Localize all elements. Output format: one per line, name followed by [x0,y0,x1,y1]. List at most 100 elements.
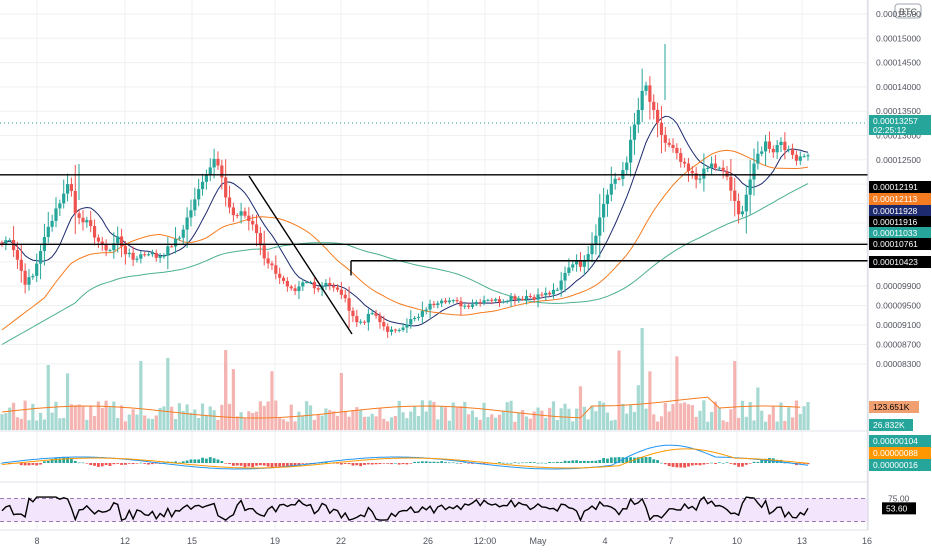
volume-bar [200,403,205,430]
volume-bar [536,407,540,430]
macd-histogram-bar [694,463,698,466]
volume-bar [0,414,4,430]
macd-histogram-bar [282,463,285,467]
macd-histogram-bar [687,463,690,467]
candle-body [100,241,104,245]
volume-bar [42,419,47,430]
volume-bar [594,411,598,430]
candle-body [798,156,802,161]
price-tag-label: 0.00012191 [873,182,918,192]
volume-bar [197,417,201,430]
candle-body [247,215,251,221]
candle-body [532,296,536,300]
price-axis-label: 0.00009900 [876,281,921,291]
candle-body [281,277,286,281]
candle-body [332,285,336,288]
macd-histogram-bar [509,462,513,464]
volume-bar [794,400,799,430]
macd-histogram-bar [698,463,702,466]
volume-bar [571,421,575,430]
volume-bar [320,415,324,430]
macd-histogram-bar [386,463,390,464]
volume-bar [328,410,332,430]
candle-body [227,197,232,208]
macd-histogram-bar [228,463,231,465]
price-tag-label: 0.00010423 [873,257,918,267]
volume-bar [31,403,35,430]
candle-body [478,302,482,304]
macd-histogram-bar [571,460,575,463]
macd-histogram-bar [243,463,247,468]
volume-bar [386,421,390,430]
candle-body [351,310,355,317]
time-axis-label: 10 [732,536,742,546]
macd-histogram-bar [752,461,756,463]
macd-histogram-bar [602,457,606,463]
candle-body [578,260,583,267]
macd-histogram-bar [501,462,505,464]
candle-body [305,282,309,284]
trendline[interactable] [248,175,353,335]
volume-bar [559,408,563,430]
macd-histogram-bar [143,463,147,464]
volume-bar [802,406,806,430]
candle-body [208,167,212,176]
macd-histogram-bar [594,460,598,463]
candle-body [783,141,787,150]
volume-bar [740,400,745,430]
candle-body [278,273,282,278]
volume-bar [698,410,702,430]
candle-body [270,263,274,266]
candle-body [709,163,714,168]
macd-histogram-bar [714,463,717,465]
candle-body [447,300,451,303]
macd-histogram-bar [629,457,633,463]
volume-bar [247,411,251,430]
macd-histogram-bar [19,463,23,466]
candle-body [617,178,621,180]
candle-body [154,252,158,258]
volume-bar [551,401,556,430]
macd-histogram-bar [370,463,374,465]
volume-bar [347,416,351,430]
volume-bar [274,400,278,430]
volume-bar [463,401,467,430]
macd-histogram-bar [305,463,309,464]
macd-histogram-bar [721,462,725,464]
candle-body [254,224,259,234]
macd-histogram-bar [417,461,420,463]
volume-bar [605,412,610,430]
candle-body [85,220,89,223]
volume-bar [293,421,297,430]
volume-bar [440,406,444,430]
macd-histogram-bar [247,463,251,467]
macd-histogram-bar [579,460,582,463]
macd-histogram-bar [532,462,536,463]
macd-signal-line [1,448,809,469]
macd-histogram-bar [131,463,135,465]
volume-bar [401,412,405,430]
macd-histogram-bar [575,460,579,463]
macd-histogram-bar [147,463,150,465]
horizontal-levels[interactable] [0,174,868,276]
candle-body [405,324,409,328]
candle-body [108,250,112,252]
volume-bar [763,421,768,430]
time-axis-label: 26 [423,536,433,546]
macd-histogram-bar [46,460,50,463]
volume-bar [189,412,193,430]
volume-bar [486,417,490,430]
macd-tag [869,447,931,459]
macd-histogram-bar [0,462,4,464]
macd-histogram-bar [293,463,297,466]
candle-body [19,259,23,271]
candle-body [752,163,756,180]
candle-body [243,211,247,216]
volume-bar [490,414,494,430]
candlesticks[interactable] [0,44,810,338]
macd-histogram-bar [390,463,393,465]
ma-slow-line [1,183,809,345]
candle-body [744,194,748,212]
